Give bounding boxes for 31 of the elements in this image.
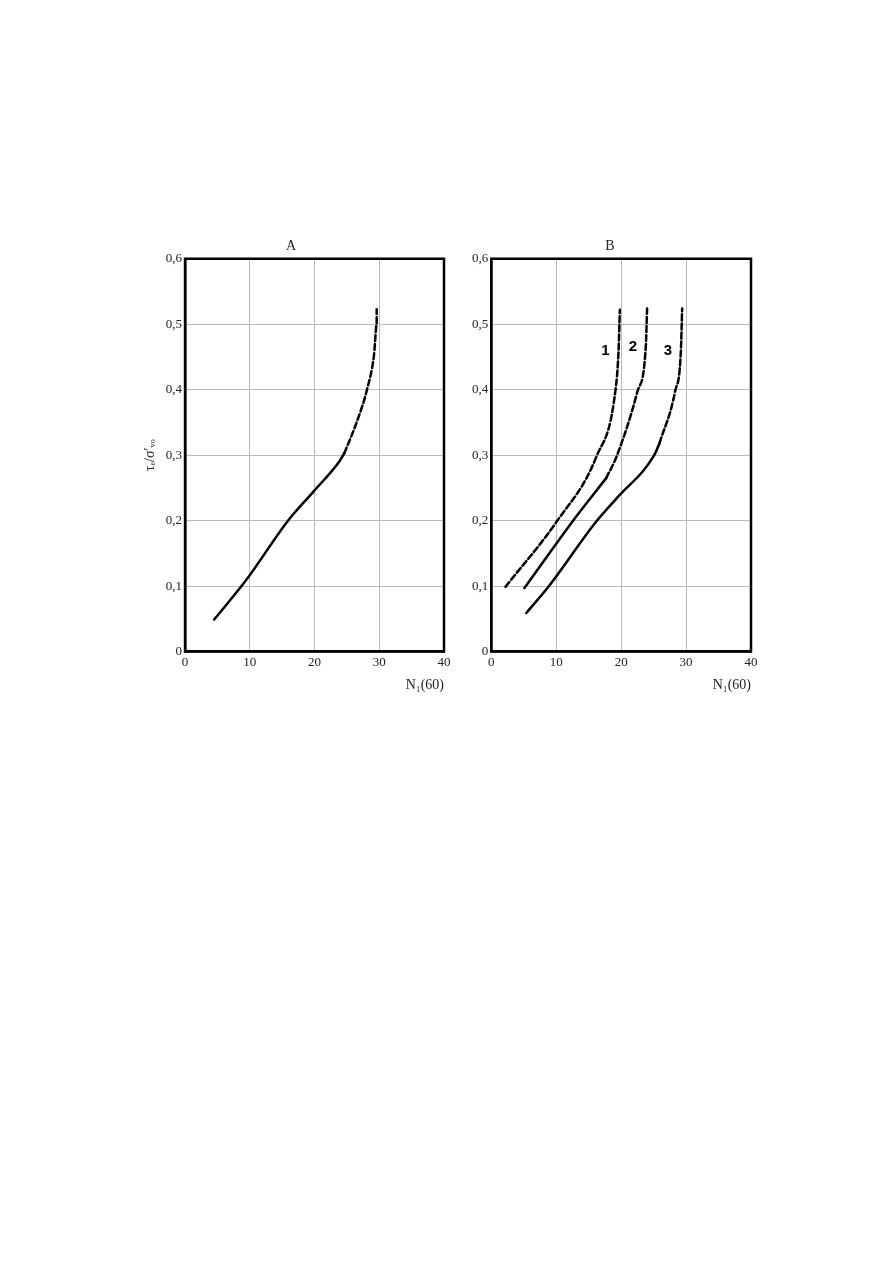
y-tick-label: 0,3 xyxy=(165,446,183,462)
y-axis-title: τₑ/σ′ᵥₒ xyxy=(142,439,158,472)
x-tick-label: 40 xyxy=(744,653,758,669)
y-tick-label: 0,5 xyxy=(472,315,489,331)
x-tick-label: 20 xyxy=(308,653,322,669)
y-tick-label: 0,5 xyxy=(165,315,183,331)
y-tick-label: 0,6 xyxy=(165,250,183,266)
line-series xyxy=(504,308,622,589)
y-tick-label: 0,3 xyxy=(472,446,489,462)
y-tick-label: 0 xyxy=(481,643,489,659)
chart-title: B xyxy=(605,238,615,254)
y-tick-label: 0,4 xyxy=(165,381,183,397)
chart-title: A xyxy=(285,238,297,254)
y-tick-label: 0,6 xyxy=(472,250,489,266)
x-tick-label: 40 xyxy=(437,653,451,669)
x-tick-label: 10 xyxy=(549,653,563,669)
y-tick-label: 0,1 xyxy=(165,577,183,593)
series-label: 1 xyxy=(601,341,610,359)
y-tick-label: 0,4 xyxy=(472,381,489,397)
y-tick-label: 0 xyxy=(175,643,183,659)
x-tick-label: 20 xyxy=(614,653,628,669)
series-label: 2 xyxy=(628,336,637,354)
x-axis-title: N₁(60) xyxy=(712,677,752,694)
x-tick-label: 30 xyxy=(372,653,386,669)
y-tick-label: 0,2 xyxy=(472,512,489,528)
x-axis-title: N₁(60) xyxy=(405,677,445,694)
y-tick-label: 0,2 xyxy=(165,512,183,528)
x-tick-label: 10 xyxy=(243,653,257,669)
series-label: 3 xyxy=(663,341,673,359)
y-tick-label: 0,1 xyxy=(472,577,489,593)
x-tick-label: 30 xyxy=(679,653,693,669)
